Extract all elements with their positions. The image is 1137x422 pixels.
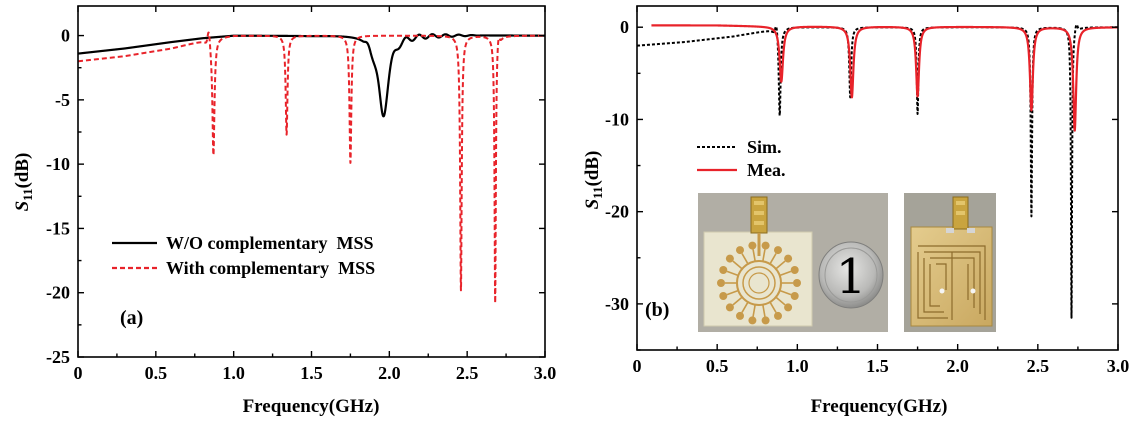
x-tick-label-a-0: 0 <box>74 363 83 383</box>
panel-b-legend: Sim. Mea. <box>697 137 785 180</box>
panel-b-y-axis-label: S11(dB) <box>582 151 605 210</box>
panel-b-label: (b) <box>645 299 669 321</box>
coin-digit: 1 <box>836 249 867 305</box>
x-tick-label-b-1: 0.5 <box>706 356 729 376</box>
y-tick-label-a-3: -15 <box>46 218 70 238</box>
legend-label-with-mss: With complementary MSS <box>166 258 375 278</box>
panel-a-plot-frame <box>77 5 546 358</box>
x-tick-label-a-6: 3.0 <box>534 363 557 383</box>
panel-a-chart: 0 0.5 1.0 1.5 2.0 2.5 3.0 0 -5 -10 -15 -20 -25 Frequ… <box>12 5 557 417</box>
meander-slot-pattern <box>917 245 986 320</box>
series-line-a-0 <box>78 33 545 118</box>
x-tick-label-a-3: 1.5 <box>300 363 323 383</box>
panel-a-legend: W/O complementary MSS With complementary… <box>112 233 375 278</box>
series-line-b-1 <box>650 24 1118 132</box>
x-tick-label-b-6: 3.0 <box>1107 356 1130 376</box>
x-tick-label-b-0: 0 <box>633 356 642 376</box>
x-tick-label-a-2: 1.0 <box>222 363 245 383</box>
x-tick-label-b-4: 2.0 <box>946 356 969 376</box>
y-tick-label-a-0: 0 <box>61 26 70 46</box>
y-tick-label-b-0: 0 <box>620 17 629 37</box>
panel-b-plot-frame <box>636 5 1119 351</box>
y-tick-label-a-4: -20 <box>46 283 70 303</box>
x-tick-label-b-3: 1.5 <box>866 356 889 376</box>
legend-label-mea: Mea. <box>747 160 785 180</box>
y-tick-label-b-2: -20 <box>605 202 629 222</box>
panel-b-x-axis-label: Frequency(GHz) <box>811 396 948 417</box>
legend-label-sim: Sim. <box>747 137 782 157</box>
y-tick-label-a-1: -5 <box>55 90 70 110</box>
x-tick-label-b-2: 1.0 <box>786 356 809 376</box>
y-tick-label-b-1: -10 <box>605 109 629 129</box>
panel-b-chart: 0 0.5 1.0 1.5 2.0 2.5 3.0 0 -10 -20 -30 Frequency(… <box>582 5 1130 417</box>
y-tick-label-a-2: -10 <box>46 154 70 174</box>
x-tick-label-b-5: 2.5 <box>1027 356 1050 376</box>
legend-label-wo-mss: W/O complementary MSS <box>166 233 373 253</box>
x-tick-label-a-5: 2.5 <box>456 363 479 383</box>
x-tick-label-a-4: 2.0 <box>378 363 401 383</box>
antenna-back-photo <box>904 193 996 332</box>
antenna-front-photo: 1 <box>698 193 888 332</box>
y-tick-label-a-5: -25 <box>46 347 70 367</box>
panel-a-label: (a) <box>120 307 143 329</box>
coin <box>818 241 884 309</box>
panel-a-x-axis-label: Frequency(GHz) <box>243 396 380 417</box>
panel-a-y-axis-label: S11(dB) <box>12 153 35 212</box>
y-tick-label-b-3: -30 <box>605 294 629 314</box>
x-tick-label-a-1: 0.5 <box>145 363 168 383</box>
mss-ring-pattern <box>717 241 801 325</box>
